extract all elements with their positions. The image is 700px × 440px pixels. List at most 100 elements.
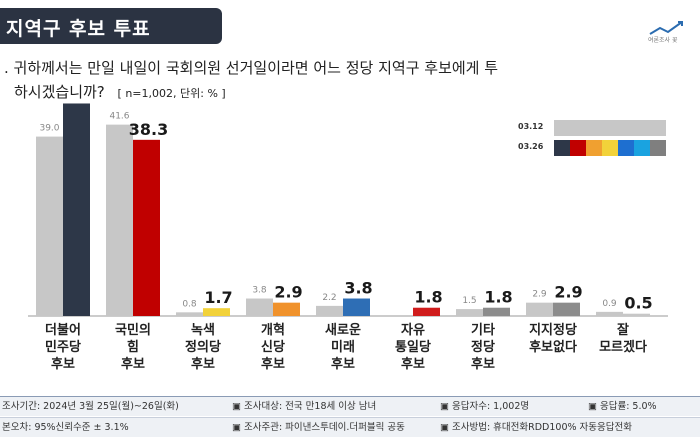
footer-divider bbox=[0, 396, 700, 397]
category-label-line-1-2: 후보 bbox=[121, 357, 145, 372]
footer-row-1: 조사기간: 2024년 3월 25일(월)~26일(화) ▣ 조사대상: 전국 … bbox=[0, 397, 700, 416]
bar-0312-8 bbox=[596, 311, 623, 316]
bar-label-0312-0: 39.0 bbox=[39, 124, 59, 134]
category-label-2: 녹색 정의당 후보 bbox=[168, 322, 238, 373]
category-label-line-1-1: 힘 bbox=[127, 340, 139, 355]
bar-0326-6 bbox=[483, 307, 510, 316]
legend-swatch-03.12-0 bbox=[554, 120, 570, 136]
bar-label-0312-3: 3.8 bbox=[252, 286, 267, 296]
bar-0326-8 bbox=[623, 313, 650, 316]
category-label-line-6-2: 후보 bbox=[471, 357, 495, 372]
bar-0312-0 bbox=[36, 136, 63, 316]
bar-label-0312-6: 1.5 bbox=[462, 296, 476, 306]
bar-label-0312-8: 0.9 bbox=[602, 299, 617, 309]
bar-0326-1 bbox=[133, 139, 160, 316]
bar-0326-7 bbox=[553, 302, 580, 316]
bar-label-0312-4: 2.2 bbox=[322, 293, 336, 303]
footer-separator bbox=[0, 417, 700, 418]
category-label-line-5-0: 자유 bbox=[401, 323, 425, 338]
category-label-line-5-2: 후보 bbox=[401, 357, 425, 372]
footer-margin: 본오차: 95%신뢰수준 ± 3.1% bbox=[2, 422, 129, 433]
footer-target: ▣ 조사대상: 전국 만18세 이상 남녀 bbox=[232, 401, 377, 412]
bar-0312-3 bbox=[246, 298, 273, 316]
legend-swatch-03.12-6 bbox=[650, 120, 666, 136]
category-label-line-4-2: 후보 bbox=[331, 357, 355, 372]
category-label-line-7-1: 후보없다 bbox=[529, 340, 577, 355]
bar-label-0326-1: 38.3 bbox=[129, 120, 168, 139]
footer-respondents: ▣ 응답자수: 1,002명 bbox=[440, 401, 530, 412]
bar-0326-3 bbox=[273, 302, 300, 316]
category-label-line-1-0: 국민의 bbox=[115, 323, 151, 338]
bar-label-0326-4: 3.8 bbox=[344, 279, 372, 298]
category-label-line-0-1: 민주당 bbox=[45, 340, 81, 355]
bar-label-0312-2: 0.8 bbox=[182, 299, 197, 309]
legend-swatch-03.12-4 bbox=[618, 120, 634, 136]
footer-response-rate: ▣ 응답률: 5.0% bbox=[588, 401, 657, 412]
bar-label-0312-1: 41.6 bbox=[109, 112, 129, 122]
legend-swatch-03.12-2 bbox=[586, 120, 602, 136]
chart-legend: 03.12 03.26 bbox=[518, 118, 666, 158]
bar-label-0326-5: 1.8 bbox=[414, 288, 442, 307]
title-banner: 지역구 후보 투표 bbox=[0, 8, 222, 44]
category-label-line-8-1: 모르겠다 bbox=[599, 340, 647, 355]
legend-label-0312: 03.12 bbox=[518, 122, 544, 131]
legend-label-0326: 03.26 bbox=[518, 142, 544, 151]
category-label-line-4-0: 새로운 bbox=[325, 323, 361, 338]
footer-method: ▣ 조사방법: 휴대전화RDD100% 자동응답전화 bbox=[440, 422, 632, 433]
bar-0312-6 bbox=[456, 309, 483, 316]
sample-info: [ n=1,002, 단위: % ] bbox=[117, 87, 226, 100]
legend-swatch-03.26-0 bbox=[554, 140, 570, 156]
bar-label-0326-7: 2.9 bbox=[554, 283, 582, 302]
legend-swatch-03.26-6 bbox=[650, 140, 666, 156]
category-label-line-3-1: 신당 bbox=[261, 340, 285, 355]
category-label-line-3-0: 개혁 bbox=[261, 323, 285, 338]
legend-swatch-03.26-3 bbox=[602, 140, 618, 156]
legend-swatch-03.26-5 bbox=[634, 140, 650, 156]
question-line-2: 하시겠습니까? bbox=[14, 83, 105, 101]
legend-swatch-03.12-1 bbox=[570, 120, 586, 136]
footer-sponsor: ▣ 조사주관: 파이낸스투데이.더퍼블릭 공동 bbox=[232, 422, 405, 433]
logo-text: 여론조사 꽃 bbox=[648, 37, 678, 44]
category-label-line-3-2: 후보 bbox=[261, 357, 285, 372]
page-title: 지역구 후보 투표 bbox=[6, 18, 151, 40]
legend-swatch-03.26-4 bbox=[618, 140, 634, 156]
bar-label-0326-0: 46.2 bbox=[59, 100, 98, 102]
bar-0326-4 bbox=[343, 298, 370, 316]
bar-label-0312-7: 2.9 bbox=[532, 290, 547, 300]
category-label-line-6-1: 정당 bbox=[471, 340, 495, 355]
legend-swatch-03.26-1 bbox=[570, 140, 586, 156]
question-text: . 귀하께서는 만일 내일이 국회의원 선거일이라면 어느 정당 지역구 후보에… bbox=[4, 56, 498, 106]
logo-icon bbox=[649, 21, 683, 35]
bar-chart: 39.0 46.2 41.638.3 0.8 1.7 3.8 2.9 2.2 3.8 1.8 1.5… bbox=[28, 100, 668, 317]
category-label-line-8-0: 잘 bbox=[617, 323, 629, 338]
bar-0312-1 bbox=[106, 124, 133, 316]
footer-period: 조사기간: 2024년 3월 25일(월)~26일(화) bbox=[2, 401, 179, 412]
category-label-line-6-0: 기타 bbox=[471, 323, 495, 338]
bar-0326-0 bbox=[63, 103, 90, 316]
bar-label-0326-6: 1.8 bbox=[484, 288, 512, 307]
category-label-line-0-2: 후보 bbox=[51, 357, 75, 372]
question-line-1: . 귀하께서는 만일 내일이 국회의원 선거일이라면 어느 정당 지역구 후보에… bbox=[4, 59, 499, 77]
bar-label-0326-3: 2.9 bbox=[274, 283, 302, 302]
category-label-line-5-1: 통일당 bbox=[395, 340, 431, 355]
bar-0312-7 bbox=[526, 302, 553, 316]
category-label-line-4-1: 미래 bbox=[331, 340, 355, 355]
bar-0326-5 bbox=[413, 307, 440, 316]
bar-label-0326-2: 1.7 bbox=[204, 288, 232, 307]
category-label-line-2-2: 후보 bbox=[191, 357, 215, 372]
category-label-line-2-1: 정의당 bbox=[185, 340, 221, 355]
legend-swatch-03.12-3 bbox=[602, 120, 618, 136]
bar-0312-4 bbox=[316, 305, 343, 316]
category-label-line-0-0: 더불어 bbox=[45, 323, 81, 338]
legend-swatch-03.12-5 bbox=[634, 120, 650, 136]
legend-swatch-03.26-2 bbox=[586, 140, 602, 156]
category-label-line-7-0: 지지정당 bbox=[529, 323, 577, 338]
